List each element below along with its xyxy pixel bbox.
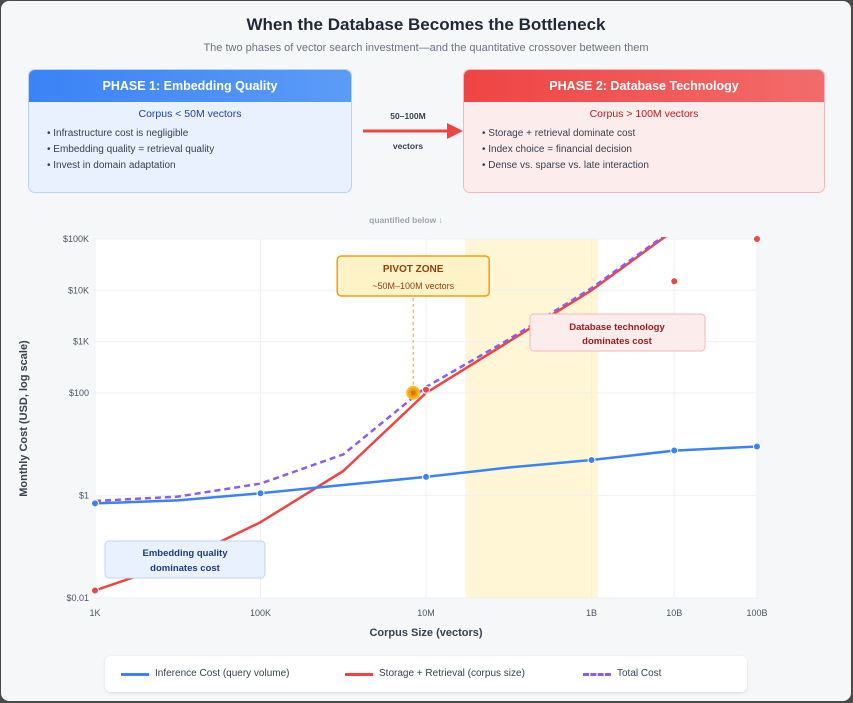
data-point-storage — [422, 385, 430, 394]
data-point-inference — [422, 472, 430, 481]
data-point-inference — [670, 446, 679, 455]
data-point-inference — [256, 489, 265, 498]
annotation-text-database: dominates cost — [582, 336, 653, 347]
phase2-bullet: • Index choice = financial decision — [482, 144, 632, 155]
data-point-inference — [753, 442, 761, 451]
annotation-text-database: Database technology — [569, 322, 665, 333]
legend-swatch-inference — [121, 673, 149, 676]
legend-label-storage: Storage + Retrieval (corpus size) — [379, 668, 525, 679]
legend: Inference Cost (query volume) Storage + … — [105, 656, 747, 692]
pivot-zone-callout — [336, 255, 490, 297]
pivot-zone-label: PIVOT ZONE — [383, 264, 444, 275]
pivot-zone-sublabel: ~50M–100M vectors — [372, 281, 454, 291]
quantified-note: quantified below ↓ — [369, 215, 443, 225]
y-tick-label: $100 — [69, 388, 89, 398]
data-point-inference — [91, 499, 99, 508]
phase2-bullet: • Dense vs. sparse vs. late interaction — [482, 160, 649, 171]
phase1-title: PHASE 1: Embedding Quality — [29, 70, 351, 102]
annotation-text-embedding: dominates cost — [150, 563, 221, 574]
data-point-storage — [91, 586, 99, 595]
x-tick-label: 1K — [89, 608, 100, 618]
y-tick-label: $1K — [73, 337, 89, 347]
legend-label-total: Total Cost — [617, 668, 662, 679]
y-tick-label: $1 — [79, 490, 89, 500]
x-tick-label: 1B — [586, 608, 597, 618]
legend-label-inference: Inference Cost (query volume) — [155, 668, 290, 679]
x-tick-label: 10M — [417, 608, 435, 618]
y-tick-label: $100K — [63, 234, 89, 244]
arrow-right-icon — [363, 123, 463, 139]
phase2-bullet: • Storage + retrieval dominate cost — [482, 128, 636, 139]
x-tick-label: 10B — [666, 608, 682, 618]
transition-label-bottom: vectors — [392, 141, 424, 151]
phase1-bullets: • Infrastructure cost is negligible • Em… — [47, 126, 351, 174]
phase1-card: PHASE 1: Embedding Quality Corpus < 50M … — [28, 69, 352, 193]
page-title: When the Database Becomes the Bottleneck — [246, 15, 606, 34]
annotation-text-embedding: Embedding quality — [143, 548, 229, 559]
annotation-box-embedding — [104, 540, 266, 579]
phase2-title: PHASE 2: Database Technology — [464, 70, 824, 102]
y-tick-label: $10K — [68, 285, 89, 295]
cost-chart: 1K 100K 10M 1B 10B 100B $0.01 $1 $100 $1K $10K $100… — [18, 234, 768, 639]
phase2-condition: Corpus > 100M vectors — [589, 108, 699, 120]
y-axis-label: Monthly Cost (USD, log scale) — [18, 340, 30, 497]
phase2-card: PHASE 2: Database Technology Corpus > 10… — [463, 69, 825, 193]
x-tick-label: 100B — [746, 608, 767, 618]
legend-swatch-total — [583, 673, 611, 676]
transition-label-top: 50–100M — [390, 111, 426, 121]
pivot-point-center — [410, 390, 416, 396]
data-point-inference — [587, 456, 596, 465]
phase1-bullet: • Infrastructure cost is negligible — [47, 128, 189, 139]
annotation-box-database — [529, 313, 706, 352]
phase1-condition: Corpus < 50M vectors — [138, 108, 242, 120]
x-axis-label: Corpus Size (vectors) — [369, 627, 482, 639]
page-subtitle: The two phases of vector search investme… — [203, 42, 649, 54]
data-point-storage — [670, 277, 679, 286]
data-point-storage — [753, 235, 761, 243]
phase2-bullets: • Storage + retrieval dominate cost • In… — [482, 126, 824, 174]
phase1-bullet: • Embedding quality = retrieval quality — [47, 144, 215, 155]
x-tick-label: 100K — [250, 608, 271, 618]
y-tick-label: $0.01 — [66, 593, 89, 603]
phase1-bullet: • Invest in domain adaptation — [47, 160, 176, 171]
legend-swatch-storage — [345, 673, 373, 676]
